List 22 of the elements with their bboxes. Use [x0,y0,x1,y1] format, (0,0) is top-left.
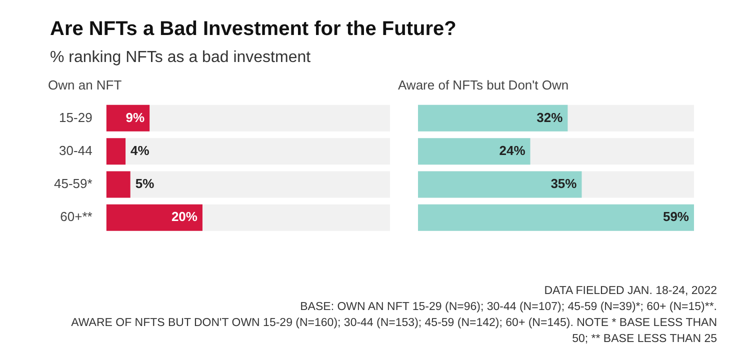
data-label: 35% [550,176,578,192]
data-label: 32% [536,110,564,125]
y-tick-label: 60+** [60,209,92,224]
data-label: 59% [662,209,690,224]
text: Are NFTs a Bad Investment for the Future? [50,18,456,41]
bar [106,104,150,132]
data-label: 20% [171,209,198,224]
text: BASE: OWN AN NFT 15-29 (N=96); 30-44 (N=107); 45-59 (N=39)*; 60+ (N=15)**. [299,300,717,315]
data-label: 24% [499,142,526,158]
y-tick-label: 15-29 [59,110,92,125]
data-label: 5% [135,176,155,192]
y-tick-label: 45-59* [54,176,92,192]
data-label: 4% [130,142,150,158]
text: AWARE OF NFTS BUT DON'T OWN 15-29 (N=160); 30-44 (N=153); 45-59 (N=142); 60+ (N=145). NOTE * BASE LESS THAN 50; ** BASE LESS THAN 25 [70,316,717,347]
data-label: 9% [126,110,146,125]
chart-title: Aware of NFTs but Don't Own [398,77,569,92]
text: DATA FIELDED JAN. 18-24, 2022 [543,284,717,299]
bar [106,171,130,198]
text: % ranking NFTs as a bad investment [50,49,311,67]
bar [106,138,126,165]
chart-title: Own an NFT [48,77,122,92]
y-tick-label: 30-44 [59,142,92,158]
